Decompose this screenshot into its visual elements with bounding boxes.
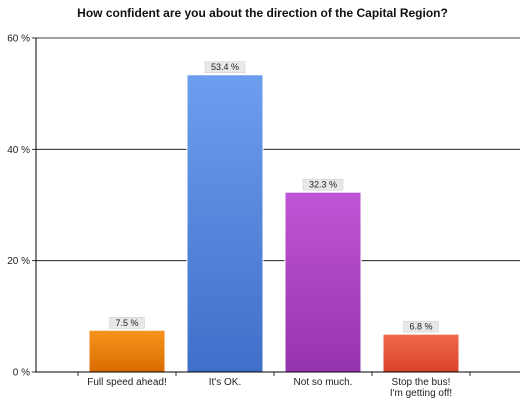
- y-tick-label: 0 %: [13, 368, 30, 379]
- x-tick-label-2: Not so much.: [294, 377, 353, 388]
- gridlines: [36, 37, 520, 373]
- bar-3: [382, 333, 460, 373]
- data-label-box: [403, 320, 439, 333]
- data-label-box: [204, 61, 246, 73]
- data-label-box: [302, 178, 344, 191]
- data-label-3: 6.8 %: [409, 322, 432, 332]
- y-tick-label: 40 %: [7, 145, 30, 156]
- data-label-1: 53.4 %: [211, 62, 239, 72]
- y-tick-label: 60 %: [7, 34, 30, 45]
- y-tick-label: 20 %: [7, 256, 30, 267]
- x-tick-label-1: It's OK.: [209, 377, 241, 388]
- bar-1: [186, 74, 264, 373]
- data-label-2: 32.3 %: [309, 180, 337, 190]
- data-label-box: [109, 317, 145, 329]
- x-tick-label-0: Full speed ahead!: [87, 377, 167, 388]
- x-tick-label-3: I'm getting off!: [390, 388, 452, 399]
- bar-2: [284, 191, 362, 373]
- bar-0: [88, 329, 166, 373]
- axes: 0 % 20 % 40 % 60 % Full speed ahead! It's OK.…: [7, 34, 520, 399]
- data-label-0: 7.5 %: [115, 318, 138, 328]
- x-tick-label-3: Stop the bus!: [392, 377, 451, 388]
- chart-title: How confident are you about the directio…: [77, 6, 448, 20]
- bars: 7.5 % 53.4 % 32.3 % 6.8 %: [88, 61, 460, 373]
